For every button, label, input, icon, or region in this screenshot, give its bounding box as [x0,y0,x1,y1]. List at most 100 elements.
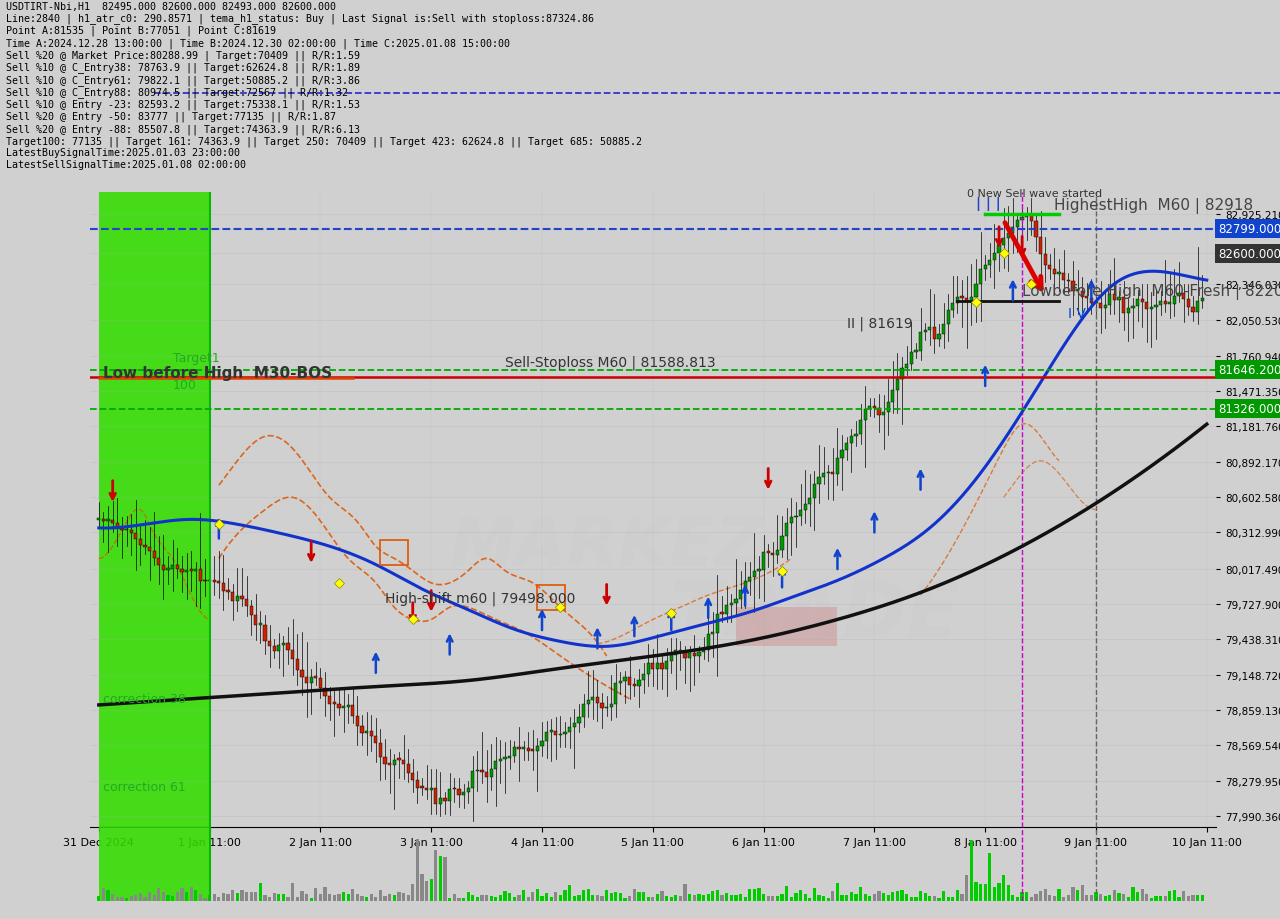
Bar [157,888,160,901]
Bar [678,651,682,652]
Bar [120,528,124,531]
Bar [891,891,895,901]
Bar [563,732,567,734]
Bar [983,266,987,269]
Text: | | |: | | | [975,197,1001,210]
Bar [744,897,746,901]
Bar [1149,307,1153,310]
Bar [559,733,562,735]
Bar [850,437,852,444]
Bar [531,750,534,752]
Bar [772,896,774,901]
Bar [143,897,147,901]
Bar [591,895,594,901]
Bar [582,704,585,718]
Bar [698,652,700,656]
Bar [457,898,461,901]
Bar [701,651,705,652]
Bar [900,890,904,901]
Bar [818,895,820,901]
Bar [1094,302,1097,304]
Bar [218,582,220,584]
Bar [928,327,932,331]
Bar [379,891,381,901]
Bar [1181,294,1185,300]
Bar [942,891,945,901]
Bar [970,298,973,302]
Bar [250,891,252,901]
Bar [102,519,105,521]
Bar [221,893,225,901]
Bar [115,897,119,901]
Bar [1178,897,1180,901]
Bar [947,897,950,901]
Bar [268,897,271,901]
Bar [1066,280,1070,282]
Bar [310,898,312,901]
Bar [531,892,534,901]
Bar [818,478,820,484]
Bar [508,756,511,757]
Bar [618,681,622,683]
Bar [1135,300,1139,307]
Bar [605,891,608,901]
Bar [466,789,470,792]
Bar [545,892,548,901]
Bar [361,726,364,733]
Bar [730,895,733,901]
Bar [1094,892,1097,901]
Bar [148,892,151,901]
Bar [356,893,358,901]
Bar [1076,290,1079,292]
Bar [1132,307,1134,309]
Bar [753,572,756,577]
Bar [637,892,640,901]
Bar [845,895,849,901]
Bar [804,505,806,511]
Bar [430,788,433,790]
Bar [748,577,751,582]
Bar [1158,302,1162,306]
Bar [652,664,654,669]
Bar [236,892,239,901]
Bar [988,854,992,901]
Bar [1103,896,1107,901]
Bar [333,702,335,704]
Bar [669,655,673,661]
Bar [310,677,312,683]
Bar [799,890,803,901]
Bar [189,570,193,572]
Bar [882,413,886,415]
Bar [951,898,955,901]
Bar [111,520,114,523]
Bar [1135,891,1139,901]
Bar [538,585,564,610]
Bar [979,269,982,284]
Bar [148,548,151,551]
Bar [937,335,941,340]
Bar [425,788,429,790]
Bar [721,613,723,615]
Bar [1062,898,1065,901]
Bar [1089,299,1093,304]
Bar [264,625,266,641]
Bar [910,353,913,364]
Bar [480,770,484,772]
Bar [189,888,193,901]
Bar [195,891,197,901]
Bar [586,699,590,704]
Bar [97,896,100,901]
Bar [666,661,668,670]
Bar [785,523,788,537]
Bar [397,891,401,901]
Bar [827,898,829,901]
Bar [919,333,922,352]
Bar [1187,896,1190,901]
Bar [503,891,507,901]
Bar [1029,214,1033,222]
Bar [204,580,206,582]
Bar [175,892,179,901]
Bar [526,897,530,901]
Bar [1029,897,1033,901]
Bar [563,890,567,901]
